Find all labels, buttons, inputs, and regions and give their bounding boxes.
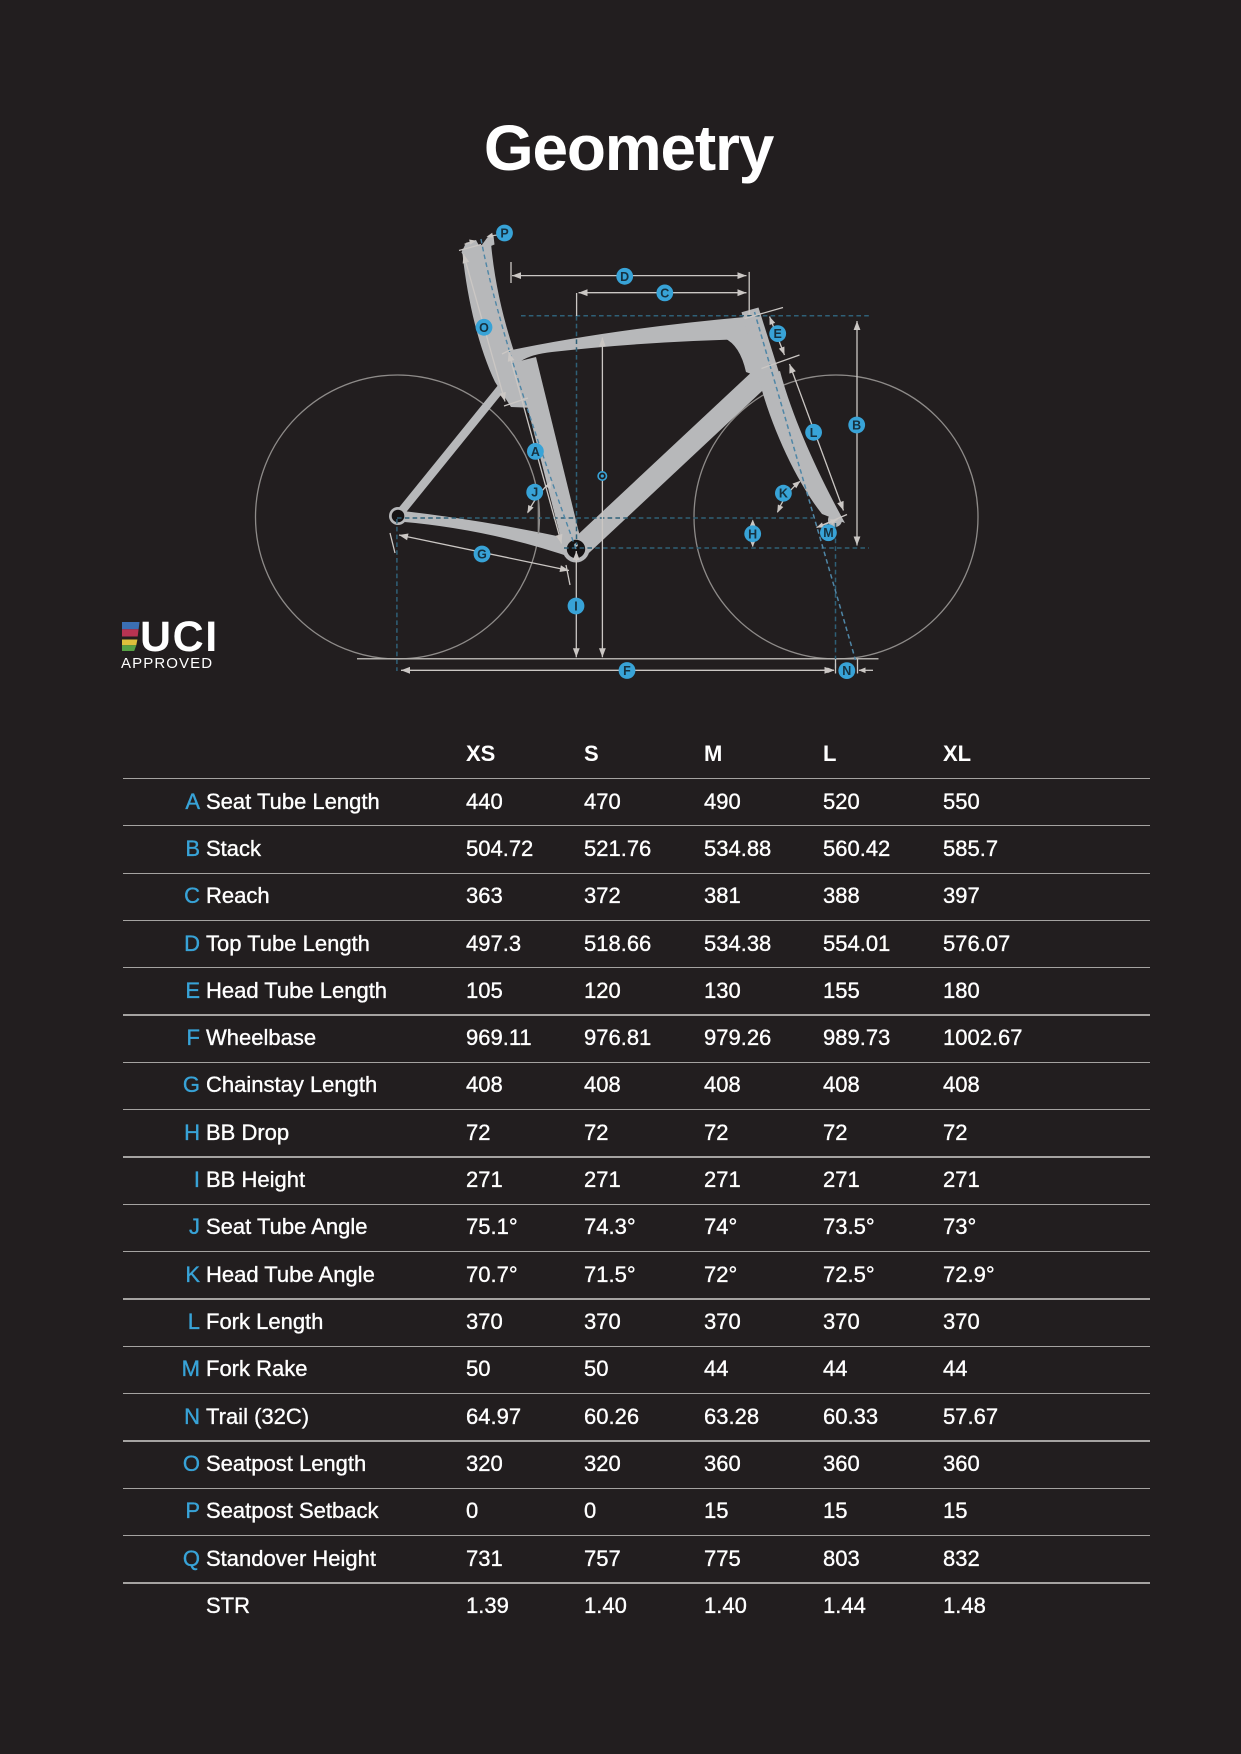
svg-text:P: P <box>500 227 508 241</box>
svg-text:M: M <box>823 526 833 540</box>
svg-text:C: C <box>660 286 669 300</box>
svg-text:N: N <box>842 664 851 678</box>
svg-text:A: A <box>531 445 540 459</box>
svg-text:E: E <box>774 327 782 341</box>
svg-text:J: J <box>531 486 538 500</box>
svg-text:UCI: UCI <box>140 613 219 661</box>
svg-text:APPROVED: APPROVED <box>121 655 213 672</box>
svg-text:L: L <box>810 426 818 440</box>
svg-text:B: B <box>852 419 861 433</box>
svg-text:D: D <box>620 270 629 284</box>
svg-text:K: K <box>779 487 788 501</box>
svg-text:F: F <box>623 664 631 678</box>
svg-text:I: I <box>574 600 577 614</box>
svg-text:H: H <box>748 527 757 541</box>
svg-text:O: O <box>479 321 489 335</box>
svg-text:G: G <box>477 548 487 562</box>
